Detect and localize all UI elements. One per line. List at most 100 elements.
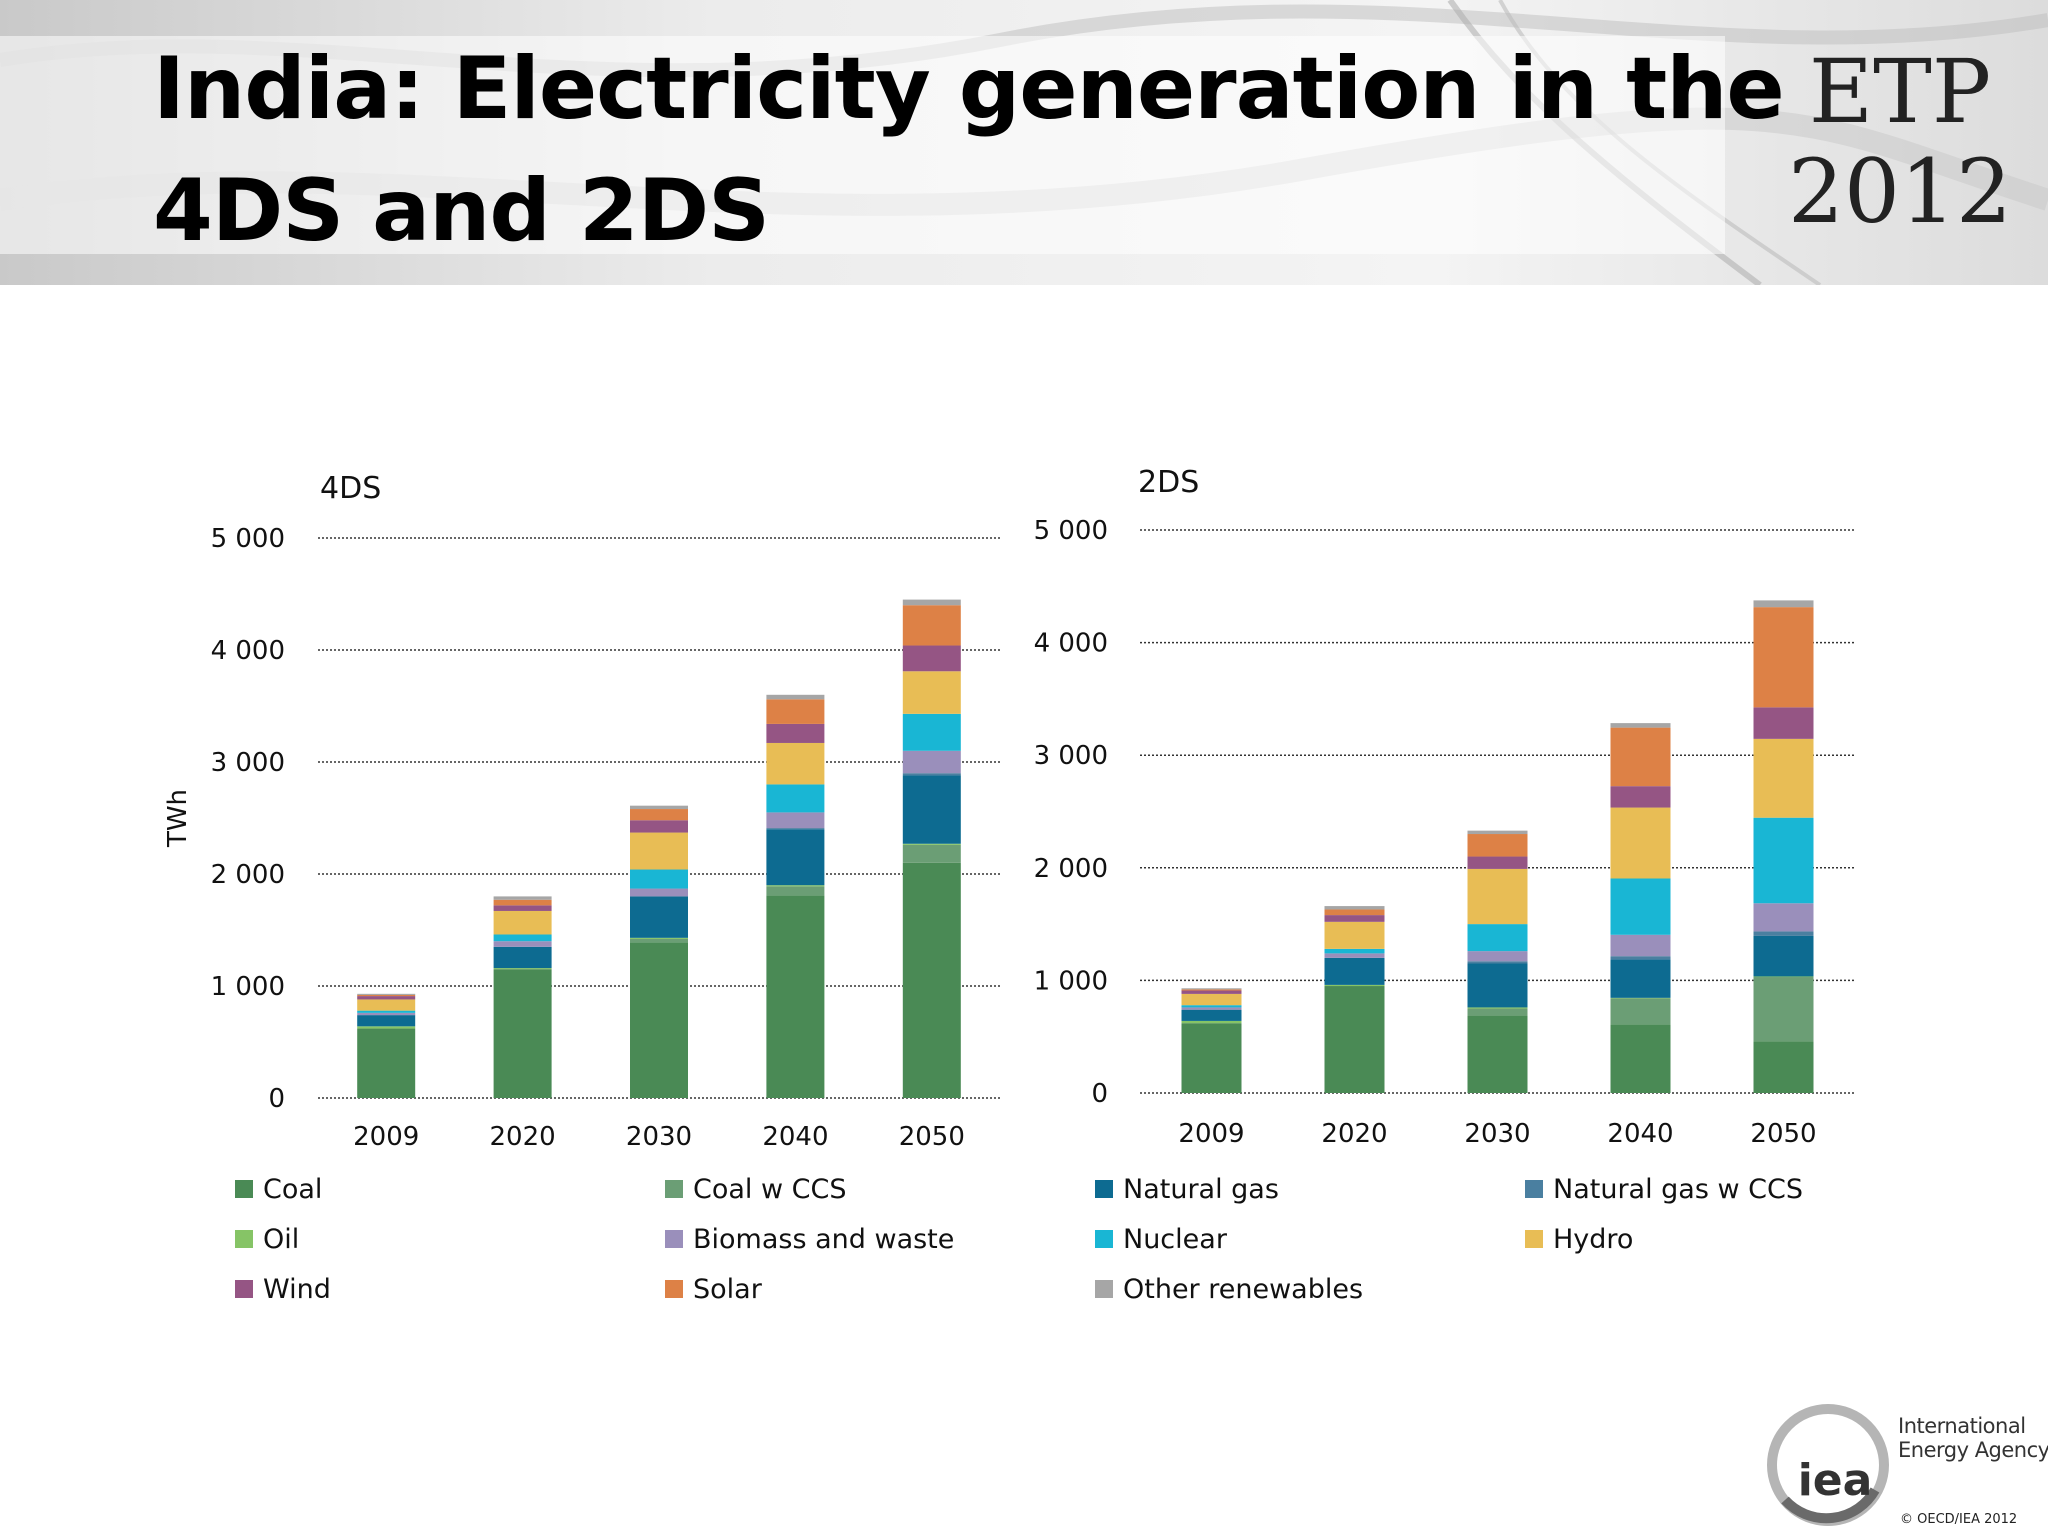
y-tick-label: 2 000 <box>211 860 285 890</box>
bar-segment <box>1181 1020 1242 1024</box>
bar-segment <box>1324 948 1385 954</box>
chart-4ds: 0 1 000 2 000 3 000 4 000 5 000 4DS TWh 2009 2020… <box>163 471 1000 1152</box>
legend-swatch <box>235 1180 253 1198</box>
bar-segment <box>766 699 825 724</box>
bar-segment <box>1753 976 1814 978</box>
bar-segment <box>1753 1041 1814 1093</box>
bar-segment <box>766 895 825 1098</box>
bar-segment <box>1324 906 1385 910</box>
bar-segment <box>1181 1009 1242 1021</box>
legend-swatch <box>1525 1180 1543 1198</box>
bar-segment <box>357 1010 416 1013</box>
bar-segment <box>1467 963 1528 1008</box>
y-tick-label: 5 000 <box>211 524 285 554</box>
y-tick-label: 5 000 <box>1034 516 1108 546</box>
bar-segment <box>357 1026 416 1029</box>
bar-segment <box>1181 990 1242 994</box>
bar-segment <box>1610 1024 1671 1093</box>
bar-segment <box>1181 989 1242 991</box>
bar-segment <box>902 843 961 845</box>
legend-item: Coal w CCS <box>665 1172 847 1206</box>
legend-swatch <box>665 1230 683 1248</box>
y-tick-label: 0 <box>1091 1079 1108 1109</box>
bar-segment <box>630 805 688 810</box>
panel-title: 2DS <box>1138 465 1199 500</box>
bar-segment <box>493 910 552 935</box>
y-tick-label: 3 000 <box>211 748 285 778</box>
y-tick-label: 4 000 <box>211 636 285 666</box>
bar-segment <box>902 775 961 844</box>
bar-segment <box>1181 1007 1242 1010</box>
bar-segment <box>766 886 825 896</box>
bar-segment <box>1467 1007 1528 1009</box>
y-tick-label: 2 000 <box>1034 854 1108 884</box>
bar-segment <box>1467 924 1528 952</box>
bar-segment <box>630 820 688 833</box>
bar-segment <box>1753 607 1814 708</box>
bar-segment <box>493 941 552 947</box>
bar-segment <box>1181 993 1242 1006</box>
legend-swatch <box>1095 1230 1113 1248</box>
iea-name-line-2: Energy Agency <box>1898 1438 2048 1462</box>
legend-label: Coal <box>263 1173 323 1205</box>
bar-segment <box>493 905 552 911</box>
page-title: India: Electricity generation in the 4DS… <box>153 28 1785 272</box>
legend-label: Other renewables <box>1123 1273 1364 1305</box>
iea-logo-text: iea <box>1798 1455 1873 1506</box>
legend-swatch <box>1095 1280 1113 1298</box>
bar-segment <box>1467 834 1528 857</box>
bar-segment <box>493 896 552 900</box>
bar-segment <box>1753 935 1814 977</box>
bar-segment <box>357 993 416 995</box>
bar-segment <box>902 599 961 606</box>
bar-segment <box>493 969 552 1098</box>
bar-segment <box>630 832 688 870</box>
bar-segment <box>766 694 825 700</box>
bar-segment <box>1753 738 1814 818</box>
header-banner: India: Electricity generation in the 4DS… <box>0 0 2048 285</box>
bar-segment <box>1324 909 1385 916</box>
bar-segment <box>1610 727 1671 787</box>
bar-segment <box>1467 830 1528 835</box>
bar-segment <box>766 828 825 830</box>
bar-segment <box>630 896 688 938</box>
legend-item: Biomass and waste <box>665 1222 954 1256</box>
bar-segment <box>1753 707 1814 739</box>
title-line-2: 4DS and 2DS <box>153 161 770 261</box>
legend-swatch <box>235 1230 253 1248</box>
bar-segment <box>357 1028 416 1098</box>
legend-item: Wind <box>235 1272 331 1306</box>
bar-segment <box>357 999 416 1011</box>
bar-segment <box>1753 977 1814 1042</box>
header-background <box>0 0 2048 285</box>
y-axis-label: TWh <box>163 789 193 848</box>
bar-segment <box>1610 956 1671 960</box>
bar-segment <box>766 885 825 887</box>
legend-swatch <box>1095 1180 1113 1198</box>
copyright: © OECD/IEA 2012 <box>1900 1512 2018 1527</box>
bar-segment <box>1467 1008 1528 1016</box>
bar-segment <box>766 829 825 886</box>
x-tick-label: 2030 <box>1464 1119 1530 1149</box>
iea-logo: iea <box>1767 1404 1889 1526</box>
chart-2ds: 0 1 000 2 000 3 000 4 000 5 000 2DS 2009 2020 203… <box>1034 465 1855 1149</box>
bar-segment <box>493 946 552 969</box>
bar-segment <box>1467 868 1528 925</box>
bar-segment <box>766 723 825 743</box>
legend-swatch <box>1525 1230 1543 1248</box>
etp-logo-line-1: ETP <box>1808 40 1992 143</box>
legend-item: Other renewables <box>1095 1272 1363 1306</box>
bar-segment <box>1324 915 1385 922</box>
y-tick-label: 4 000 <box>1034 629 1108 659</box>
bar-segment <box>902 773 961 776</box>
x-tick-label: 2020 <box>1321 1119 1387 1149</box>
bar-segment <box>1610 997 1671 999</box>
legend-item: Hydro <box>1525 1222 1633 1256</box>
bar-segment <box>1467 961 1528 964</box>
bar-segment <box>493 899 552 906</box>
bar-segment <box>630 809 688 821</box>
iea-name-line-1: International <box>1898 1414 2026 1438</box>
bar-segment <box>630 937 688 939</box>
bar-segment <box>1753 600 1814 608</box>
